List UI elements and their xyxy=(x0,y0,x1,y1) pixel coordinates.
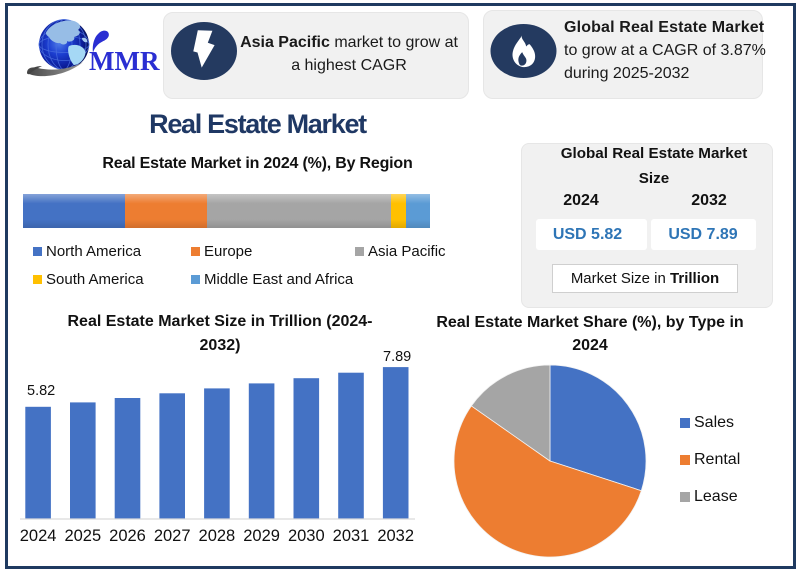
svg-text:MMR: MMR xyxy=(89,46,160,76)
